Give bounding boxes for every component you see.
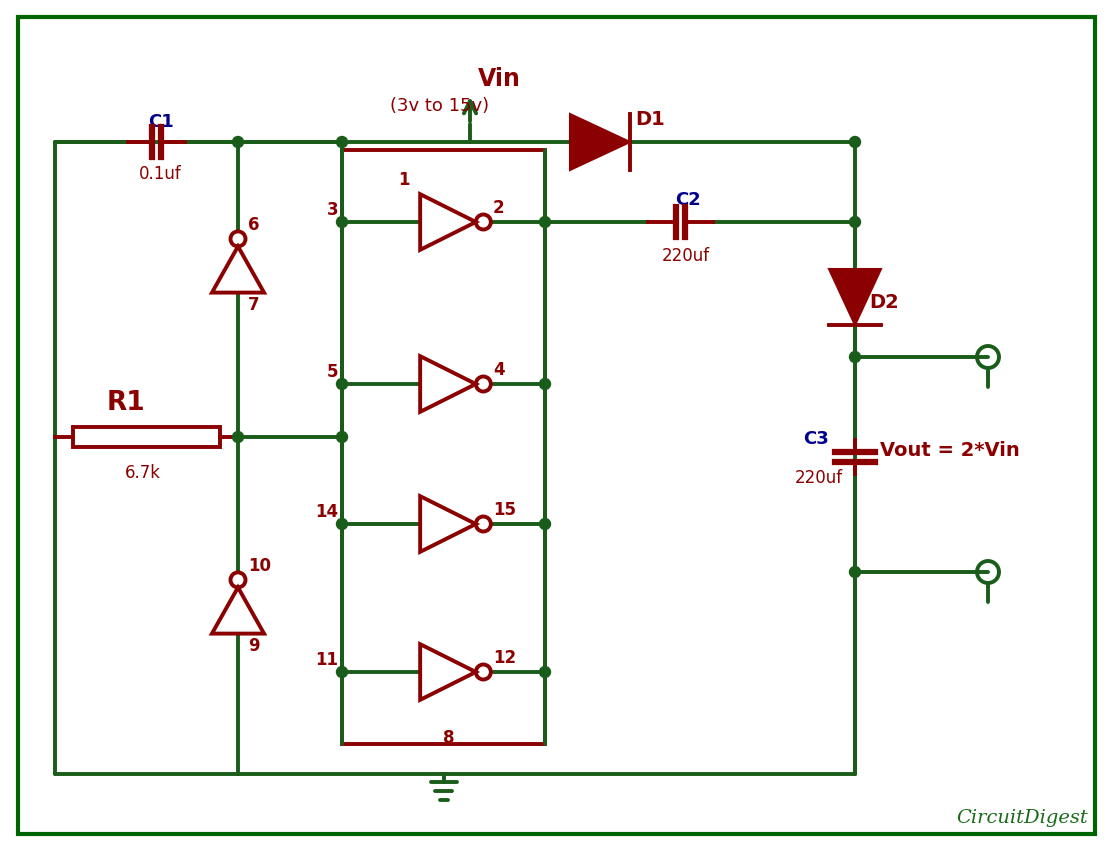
Circle shape (540, 379, 551, 390)
Text: 6.7k: 6.7k (125, 463, 160, 481)
Text: 4: 4 (493, 360, 504, 378)
Text: 7: 7 (248, 296, 259, 314)
Text: 8: 8 (443, 728, 454, 746)
Text: 220uf: 220uf (795, 469, 844, 486)
Text: 220uf: 220uf (662, 247, 710, 265)
Circle shape (849, 352, 860, 363)
Text: 5: 5 (326, 363, 338, 381)
Text: 11: 11 (315, 650, 338, 668)
Text: 9: 9 (248, 636, 259, 653)
Circle shape (540, 519, 551, 530)
Circle shape (336, 519, 347, 530)
Text: 1: 1 (398, 170, 410, 189)
Text: C3: C3 (802, 429, 829, 447)
Text: D1: D1 (636, 110, 664, 129)
Circle shape (540, 217, 551, 228)
Text: C2: C2 (674, 191, 701, 209)
Text: 3: 3 (326, 201, 338, 219)
Circle shape (540, 667, 551, 677)
Text: 6: 6 (248, 216, 259, 234)
Bar (342, 151, 545, 744)
Polygon shape (829, 270, 881, 325)
Circle shape (849, 567, 860, 578)
Text: (3v to 15v): (3v to 15v) (390, 97, 489, 115)
Circle shape (336, 137, 347, 148)
Circle shape (849, 137, 860, 148)
Circle shape (336, 667, 347, 677)
Text: R1: R1 (107, 389, 146, 416)
Circle shape (849, 217, 860, 228)
Polygon shape (570, 115, 630, 170)
Text: CircuitDigest: CircuitDigest (956, 808, 1089, 826)
Text: 2: 2 (493, 199, 504, 216)
Text: 12: 12 (493, 648, 516, 666)
Text: 0.1uf: 0.1uf (138, 164, 181, 183)
Text: 10: 10 (248, 556, 270, 575)
Circle shape (336, 432, 347, 443)
Circle shape (336, 217, 347, 228)
Text: D2: D2 (869, 292, 899, 312)
Text: 14: 14 (315, 503, 338, 521)
Text: Vin: Vin (477, 67, 521, 91)
Text: C1: C1 (148, 112, 175, 131)
Text: Vout = 2*Vin: Vout = 2*Vin (880, 440, 1020, 459)
Circle shape (233, 137, 244, 148)
Circle shape (336, 379, 347, 390)
Text: 15: 15 (493, 500, 515, 518)
Circle shape (233, 432, 244, 443)
Bar (73, 428, 219, 447)
